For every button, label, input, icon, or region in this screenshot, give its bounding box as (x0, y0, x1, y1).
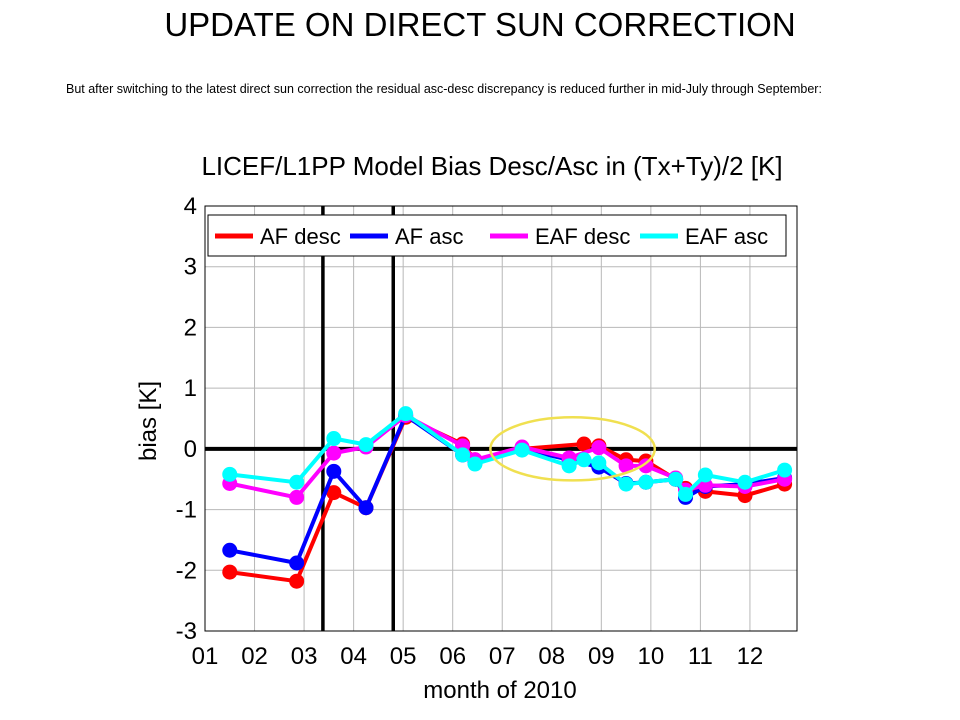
data-point (618, 476, 634, 492)
y-tick-label: -3 (176, 618, 197, 645)
data-point (591, 440, 607, 456)
x-tick-label: 04 (340, 643, 367, 670)
series-af-desc (222, 409, 793, 589)
y-tick-label: -1 (176, 497, 197, 524)
chart-title: LICEF/L1PP Model Bias Desc/Asc in (Tx+Ty… (201, 151, 782, 181)
y-tick-label: 2 (184, 314, 197, 341)
y-axis-label: bias [K] (135, 381, 162, 461)
x-tick-label: 08 (538, 643, 565, 670)
x-tick-label: 10 (638, 643, 665, 670)
legend-label: AF asc (395, 224, 463, 249)
data-point (777, 462, 793, 478)
slide-title: UPDATE ON DIRECT SUN CORRECTION (164, 6, 796, 43)
x-tick-label: 01 (192, 643, 219, 670)
x-axis-label: month of 2010 (423, 677, 576, 704)
x-tick-label: 03 (291, 643, 318, 670)
data-point (358, 500, 374, 516)
x-tick-label: 02 (241, 643, 268, 670)
data-point (222, 564, 238, 580)
legend-entry: EAF desc (490, 224, 630, 249)
y-tick-label: 1 (184, 375, 197, 402)
data-point (455, 447, 471, 463)
data-point (467, 456, 483, 472)
data-point (697, 467, 713, 483)
data-point (561, 458, 577, 474)
y-tick-label: 0 (184, 436, 197, 463)
data-point (591, 455, 607, 471)
data-point (678, 486, 694, 502)
y-tick-label: 4 (184, 193, 197, 220)
data-point (326, 431, 342, 447)
data-point (326, 485, 342, 501)
data-point (638, 474, 654, 490)
data-point (514, 442, 530, 458)
data-point (326, 445, 342, 461)
data-point (289, 573, 305, 589)
highlight-ellipse-layer (489, 416, 657, 482)
data-point (737, 474, 753, 490)
data-point (358, 437, 374, 453)
y-tick-label: 3 (184, 254, 197, 281)
legend-entry: AF asc (350, 224, 463, 249)
data-point (668, 471, 684, 487)
data-point (289, 489, 305, 505)
x-tick-label: 05 (390, 643, 417, 670)
legend-entry: EAF asc (640, 224, 768, 249)
data-point (222, 466, 238, 482)
data-point (326, 463, 342, 479)
legend-label: AF desc (260, 224, 341, 249)
data-point (576, 452, 592, 468)
highlight-ellipse (489, 416, 657, 482)
plot-frame (204, 205, 798, 632)
data-point (398, 406, 414, 422)
chart-legend: AF desc AF asc EAF desc EAF asc (207, 214, 787, 257)
data-point (222, 542, 238, 558)
series-line (229, 415, 786, 584)
data-point (697, 477, 713, 493)
data-series (222, 406, 793, 589)
data-point (618, 458, 634, 474)
legend-label: EAF asc (685, 224, 768, 249)
x-tick-label: 11 (688, 643, 713, 670)
y-tick-label: -2 (176, 557, 197, 584)
x-tick-label: 07 (489, 643, 516, 670)
data-point (638, 458, 654, 474)
data-point (289, 474, 305, 490)
legend-entry: AF desc (215, 224, 341, 249)
slide-body-text: But after switching to the latest direct… (66, 82, 822, 96)
x-tick-label: 09 (588, 643, 615, 670)
legend-label: EAF desc (535, 224, 630, 249)
x-tick-label: 12 (737, 643, 764, 670)
x-tick-label: 06 (439, 643, 466, 670)
series-eaf-asc (222, 406, 793, 502)
reference-lines (205, 206, 797, 631)
data-point (289, 555, 305, 571)
data-point (576, 436, 592, 452)
